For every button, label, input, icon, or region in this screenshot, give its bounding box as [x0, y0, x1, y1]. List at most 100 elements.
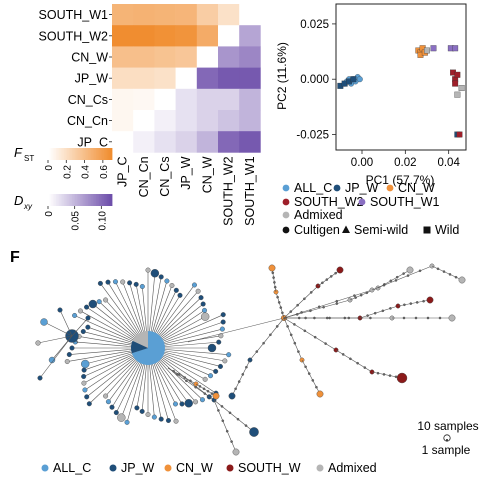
heatmap-cell-fst: [154, 46, 176, 68]
network-node: [66, 352, 72, 358]
heatmap-cell-fst: [112, 25, 134, 47]
color-scale-step: [102, 148, 105, 160]
heatmap-cell-dxy: [218, 88, 240, 111]
network-edge: [213, 399, 255, 433]
network-node: [88, 299, 98, 309]
color-scale-step: [48, 148, 50, 160]
heatmap-cell-dxy: [175, 131, 198, 153]
network-node: [80, 329, 86, 335]
color-scale-step: [62, 194, 65, 206]
network-node: [409, 302, 413, 305]
heatmap-column-label: CN_Cs: [158, 156, 172, 196]
network-node: [202, 387, 206, 391]
color-scale-step: [51, 148, 54, 160]
pca-legend-marker: [386, 184, 394, 192]
network-node: [64, 359, 70, 365]
network-node: [120, 279, 126, 285]
color-scale-step: [52, 194, 55, 206]
color-scale-tick-label: 0: [44, 211, 55, 217]
network-edge: [283, 285, 319, 319]
network-node: [304, 316, 307, 320]
network-node: [356, 361, 359, 365]
network-node: [376, 371, 380, 375]
network-node: [220, 405, 224, 408]
heatmap-row-label: CN_Cn: [67, 114, 108, 128]
color-scale-step: [89, 148, 92, 160]
network-node: [315, 385, 318, 389]
pca-legend-label: Admixed: [294, 208, 343, 222]
color-scale-step: [110, 194, 113, 206]
color-scale-step: [57, 194, 60, 206]
network-node: [275, 325, 279, 328]
network-node: [228, 392, 236, 400]
heatmap-cell-fst: [133, 88, 155, 111]
network-node: [172, 401, 178, 407]
color-scale-step: [99, 148, 102, 160]
pca-legend-label: CN_W: [398, 181, 435, 195]
network-node: [395, 275, 399, 279]
network-node: [394, 279, 398, 282]
color-scale-step: [102, 194, 105, 206]
color-scale-step: [67, 194, 70, 206]
network-node: [134, 405, 140, 411]
haplotype-legend-marker: [316, 464, 324, 472]
color-scale-step: [89, 194, 92, 206]
network-node: [322, 305, 325, 309]
color-scale-step: [97, 148, 100, 160]
network-node: [158, 274, 164, 280]
pca-legend-marker: [282, 211, 290, 219]
network-node: [217, 409, 220, 412]
network-node: [366, 314, 369, 317]
network-node: [237, 380, 241, 383]
network-edge: [249, 317, 285, 361]
network-node: [151, 414, 157, 420]
color-scale-step: [70, 194, 73, 206]
heatmap-cell-fst: [112, 67, 134, 90]
network-node: [273, 281, 276, 284]
network-node: [426, 296, 434, 304]
network-node: [228, 411, 232, 415]
color-scale-step: [48, 194, 50, 206]
color-scale-step: [83, 194, 86, 206]
network-node: [382, 373, 386, 376]
network-node: [268, 264, 276, 272]
network-node: [86, 401, 92, 407]
color-scale-step: [88, 194, 90, 206]
network-node: [311, 379, 315, 382]
network-node: [84, 304, 90, 310]
color-scale-step: [75, 148, 78, 160]
network-node: [304, 365, 307, 369]
network-node: [202, 376, 208, 382]
network-node: [164, 278, 170, 284]
network-node: [313, 335, 317, 339]
network-node: [336, 266, 344, 274]
network-node: [193, 399, 199, 405]
heatmap-row-label: JP_W: [75, 72, 109, 86]
network-node: [177, 292, 183, 298]
network-node: [200, 301, 206, 307]
heatmap-cell-dxy: [154, 131, 176, 153]
network-node: [206, 389, 210, 393]
network-node: [277, 301, 281, 304]
network-node: [389, 279, 393, 283]
network-node: [293, 341, 297, 345]
network-node: [381, 309, 385, 313]
color-scale-step: [81, 148, 84, 160]
heatmap-cell-dxy: [239, 110, 261, 132]
network-node: [133, 281, 139, 287]
network-edge: [231, 359, 251, 397]
network-node: [169, 283, 175, 289]
network-node: [414, 316, 418, 320]
network-node: [103, 297, 109, 303]
color-scale-step: [84, 148, 87, 160]
network-node: [293, 323, 296, 326]
network-edge: [359, 305, 399, 319]
network-node: [117, 413, 126, 422]
network-node: [436, 267, 440, 271]
color-scale-step: [60, 148, 63, 160]
network-node: [354, 296, 357, 299]
pca-y-ticks: 0.025 0.000 -0.025: [296, 19, 336, 142]
network-edge: [275, 291, 285, 319]
color-scale-step: [73, 194, 76, 206]
network-node: [406, 274, 410, 277]
